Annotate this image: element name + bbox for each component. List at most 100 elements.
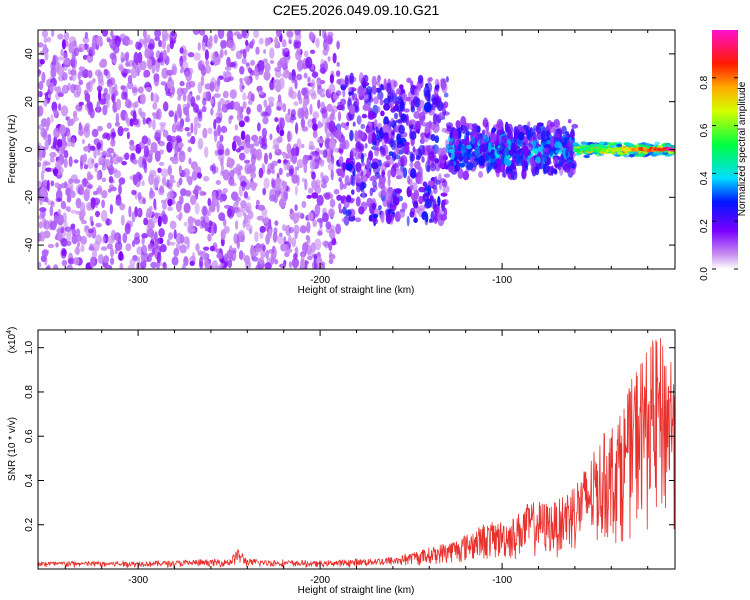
spectrogram-cell <box>571 123 579 129</box>
spectrogram-cell <box>75 228 81 237</box>
spectrogram-cell <box>144 37 148 50</box>
spectrogram-cell <box>77 71 82 81</box>
spectrogram-cell <box>300 253 305 262</box>
spectrogram-cell <box>432 198 437 208</box>
spectrogram-cell <box>342 162 346 172</box>
colorbar-tick-label: 0.6 <box>699 123 710 137</box>
spectrogram-cell <box>167 69 175 75</box>
spectrogram-cell <box>328 241 333 252</box>
spectrogram-cell <box>88 228 94 234</box>
spectrogram-cell <box>245 224 253 231</box>
spectrogram-cell <box>125 61 131 67</box>
spectrogram-cell <box>516 154 523 167</box>
spectrogram-cell <box>387 95 392 100</box>
spectrogram-cell <box>231 140 237 152</box>
spectrogram-cell <box>289 208 294 214</box>
spectrogram-cell <box>566 139 574 148</box>
spectrogram-cell <box>183 202 191 214</box>
spectrogram-cell <box>432 104 436 114</box>
spectrogram-cell <box>482 117 489 128</box>
spectrogram-cell <box>593 143 600 147</box>
spectrogram-cell <box>96 85 103 92</box>
spectrogram-cell <box>73 47 80 57</box>
spectrogram-cell <box>396 96 403 101</box>
spectrogram-cell <box>654 141 661 145</box>
spectrogram-cell <box>159 237 164 244</box>
spectrogram-cell <box>317 86 323 95</box>
spectrogram-cell <box>505 147 510 157</box>
spectrogram-cell <box>331 105 338 113</box>
spectrogram-cell <box>260 111 268 118</box>
spectrogram-cell <box>304 178 308 191</box>
spectrogram-cell <box>317 120 322 129</box>
spectrogram-cell <box>301 177 306 183</box>
spectrogram-cell <box>555 133 561 139</box>
spectrogram-cell <box>294 247 298 254</box>
spectrogram-cell <box>179 244 187 254</box>
spectrogram-cell <box>296 47 302 56</box>
spectrogram-cell <box>44 139 49 150</box>
spectrogram-cell <box>41 249 49 257</box>
spectrogram-cell <box>411 182 418 192</box>
spectrogram-cell <box>287 234 292 246</box>
spectrogram-cell <box>293 253 298 260</box>
spectrogram-cell <box>75 245 80 256</box>
spectrogram-cell <box>662 151 669 155</box>
spectrogram-cell <box>255 46 260 55</box>
spectrogram-cell <box>64 226 73 233</box>
spectrogram-cell <box>413 217 418 223</box>
snr-scale-suffix: ) <box>7 327 18 330</box>
spectrogram-cell <box>410 131 417 141</box>
spectrogram-cell <box>366 86 372 95</box>
snr-ticks: -300 -200 -100 0.2 0.4 0.6 0.8 1.0 <box>24 330 675 586</box>
spectrogram-cell <box>255 264 262 269</box>
spectrogram-cell <box>131 189 137 196</box>
spectrogram-cell <box>366 197 374 208</box>
spectrogram-cell <box>105 153 112 158</box>
spectrogram-cell <box>116 98 122 111</box>
spectrogram-cell <box>280 56 287 69</box>
spectrogram-cell <box>140 93 146 105</box>
spectrogram-cell <box>214 51 219 58</box>
spectrogram-cell <box>68 68 71 76</box>
spectrogram-cell <box>56 214 65 226</box>
spectrogram-cell <box>201 44 206 52</box>
spectrogram-cell <box>503 156 508 165</box>
spectrogram-cell <box>220 157 224 168</box>
spectrogram-cell <box>246 141 251 149</box>
spectrogram-cell <box>114 35 121 48</box>
spectrogram-cell <box>114 240 123 252</box>
spectrogram-cell <box>345 195 352 203</box>
spectrogram-cell <box>496 118 504 129</box>
spectrogram-cell <box>289 165 295 175</box>
spectrogram-cell <box>253 251 259 257</box>
spectrogram-cell <box>39 198 43 206</box>
spectrogram-cell <box>152 119 156 131</box>
spectrogram-cell <box>245 202 252 214</box>
spectrogram-cell <box>455 120 461 129</box>
spectrogram-cell <box>152 102 158 110</box>
spectrogram-cell <box>534 156 541 164</box>
spectrogram-cell <box>567 119 572 124</box>
spectrogram-cell <box>283 69 290 79</box>
spectrogram-cell <box>154 30 162 38</box>
spectrogram-cell <box>412 96 419 105</box>
spectrogram-cell <box>283 181 287 191</box>
spectrogram-cell <box>183 236 190 245</box>
spectrogram-cell <box>440 79 447 90</box>
spectrogram-cell <box>361 182 367 189</box>
spectrogram-cell <box>236 169 242 176</box>
spectrogram-cell <box>339 180 344 191</box>
spectrogram-cell <box>143 69 151 78</box>
spectrogram-cell <box>169 179 176 184</box>
spectrogram-cell <box>393 112 399 120</box>
spectrogram-cell <box>561 125 567 135</box>
spectrogram-cell <box>354 130 359 143</box>
spectrogram-cell <box>442 199 447 206</box>
spectrogram-cell <box>106 122 112 129</box>
spectrogram-cell <box>159 244 167 253</box>
spectrogram-cell <box>541 154 548 163</box>
spectrogram-cell <box>73 159 79 164</box>
spectrogram-cell <box>73 257 80 265</box>
spectrogram-cell <box>295 122 299 135</box>
